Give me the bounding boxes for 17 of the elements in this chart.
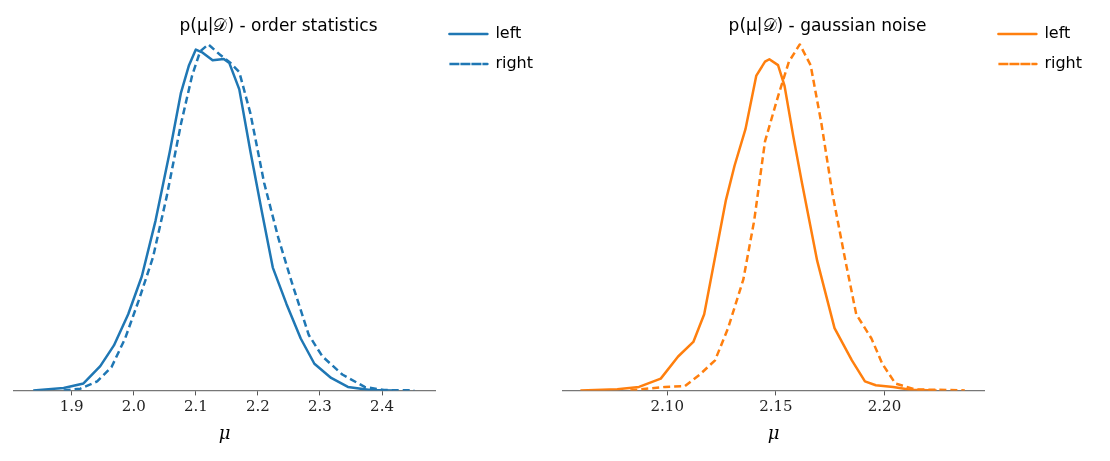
- x-axis-title: μ: [218, 421, 231, 443]
- x-tick-label: 2.0: [121, 397, 146, 416]
- x-tick-label: 2.4: [370, 397, 394, 416]
- legend-label: left: [1044, 23, 1071, 43]
- x-tick-label: 2.2: [245, 397, 270, 416]
- x-tick-label: 2.20: [867, 397, 902, 416]
- chart-title: p(μ|𝒟) - gaussian noise: [728, 14, 927, 35]
- x-tick-label: 2.1: [183, 397, 208, 416]
- legend-label: left: [495, 23, 522, 43]
- x-tick-label: 1.9: [59, 397, 84, 416]
- legend-label: right: [495, 53, 533, 73]
- chart-title: p(μ|𝒟) - order statistics: [179, 14, 378, 35]
- x-tick-label: 2.10: [650, 397, 684, 416]
- legend-label: right: [1044, 53, 1082, 73]
- x-axis-title: μ: [767, 421, 780, 443]
- x-tick-label: 2.15: [759, 397, 793, 416]
- x-tick-label: 2.3: [308, 397, 332, 416]
